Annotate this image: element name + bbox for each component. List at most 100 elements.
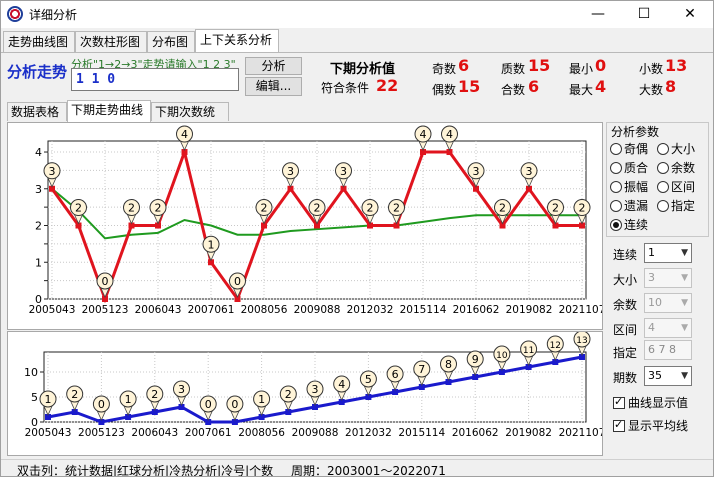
lianxu-select[interactable]: 1 ▼: [644, 243, 692, 263]
trend-label-bubble: [547, 199, 564, 217]
cumulative-chart-panel: 0 5 10 2005043 2005123 2006043 2007061 2008056 2…: [7, 330, 605, 456]
params-title: 分析参数: [610, 123, 661, 140]
cumulative-label-bubble: [39, 390, 57, 408]
trend-x-tick-label: 2021107: [559, 304, 602, 316]
trend-label-bubble: [388, 199, 405, 217]
analyze-button[interactable]: 分析: [245, 57, 302, 75]
stat-small-label: 小数: [639, 62, 664, 76]
radio-odd-even[interactable]: 奇偶: [610, 141, 648, 157]
radio-label: 连续: [624, 218, 649, 232]
qujian-select[interactable]: 4 ▼: [644, 318, 692, 338]
show-values-checkbox[interactable]: 曲线显示值: [613, 394, 688, 411]
tab-distribution[interactable]: 分布图: [147, 31, 195, 52]
radio-interval[interactable]: 区间: [657, 179, 695, 195]
cumulative-data-label: 10: [496, 351, 508, 361]
cumulative-label-bubble: [92, 395, 110, 413]
cumulative-label-bubble: [173, 380, 190, 398]
cumulative-y-tick-label: 0: [31, 416, 38, 429]
cumulative-point: [579, 354, 585, 360]
radio-big-small[interactable]: 大小: [657, 141, 695, 157]
cumulative-label-bubble: [306, 380, 324, 398]
subtab-next-count-stats[interactable]: 下期次数统计: [151, 102, 229, 137]
cumulative-x-tick-label: 2016062: [452, 427, 499, 439]
radio-specified[interactable]: 指定: [657, 198, 695, 214]
radio-remainder[interactable]: 余数: [657, 160, 695, 176]
tab-trend-chart[interactable]: 走势曲线图: [3, 31, 75, 52]
daxiao-select[interactable]: 3 ▼: [644, 268, 692, 288]
edit-button[interactable]: 编辑...: [245, 77, 302, 96]
trend-label-bubble: [43, 162, 61, 180]
trend-point: [49, 185, 55, 192]
close-button[interactable]: ✕: [684, 6, 696, 22]
trend-point: [367, 222, 373, 229]
cumulative-point: [231, 419, 238, 425]
cumulative-label-bubble: [66, 385, 84, 403]
cumulative-y-tick-label: 5: [31, 391, 38, 404]
match-value: 22: [376, 76, 399, 95]
trend-data-label: 4: [446, 128, 453, 141]
trend-label-bubble: [520, 162, 538, 180]
subtab-data-table[interactable]: 数据表格: [7, 102, 67, 121]
daxiao-label: 大小: [613, 273, 638, 287]
cumulative-label-bubble: [279, 385, 297, 403]
trend-label-bubble: [96, 272, 114, 290]
tab-relation-analysis[interactable]: 上下关系分析: [195, 29, 279, 53]
radio-dot: [657, 181, 669, 193]
trend-label-bubble: [123, 199, 140, 217]
cumulative-x-tick-label: 2021107: [559, 427, 602, 439]
chevron-down-icon: ▼: [681, 273, 688, 283]
trend-x-tick-label: 2019082: [506, 304, 553, 316]
qishu-select[interactable]: 35 ▼: [644, 366, 692, 386]
trend-x-tick-label: 2008056: [241, 304, 288, 316]
radio-label: 奇偶: [624, 142, 649, 156]
radio-amplitude[interactable]: 振幅: [610, 179, 648, 195]
chevron-down-icon: ▼: [681, 323, 688, 333]
trend-label-bubble: [494, 199, 511, 217]
cumulative-point: [525, 364, 532, 370]
cumulative-point: [98, 419, 105, 425]
trend-label-bubble: [414, 125, 432, 143]
cumulative-data-label: 6: [392, 368, 399, 381]
maximize-button[interactable]: ☐: [637, 6, 651, 22]
radio-label: 余数: [671, 161, 696, 175]
trend-data-label: 2: [393, 202, 400, 215]
subtab-next-trend-curve[interactable]: 下期走势曲线: [67, 100, 151, 122]
cumulative-data-label: 2: [71, 388, 78, 401]
stat-min-value: 0: [595, 56, 607, 75]
trend-label-bubble: [176, 125, 193, 143]
stat-odd-label: 奇数: [432, 62, 457, 76]
cumulative-label-bubble: [359, 370, 377, 388]
chevron-down-icon: ▼: [681, 298, 688, 308]
cumulative-data-label: 11: [523, 346, 534, 356]
trend-data-label: 4: [420, 128, 427, 141]
radio-label: 区间: [671, 180, 696, 194]
trend-chart-panel: 0 1 2 3 4 2005043 2005123 2006043 2007061 2008056…: [7, 122, 605, 330]
radio-label: 指定: [671, 199, 696, 213]
trend-data-label: 4: [181, 128, 188, 141]
cumulative-x-tick-label: 2007061: [185, 427, 232, 439]
trend-x-tick-label: 2005043: [29, 304, 76, 316]
tab-count-bar-chart[interactable]: 次数柱形图: [75, 31, 147, 52]
minimize-button[interactable]: —: [591, 6, 605, 22]
trend-label-bubble: [149, 199, 167, 217]
trend-point: [234, 296, 241, 302]
trend-label-bubble: [70, 199, 87, 217]
cumulative-point: [205, 419, 212, 425]
radio-consecutive[interactable]: 连续: [610, 217, 648, 233]
show-average-checkbox[interactable]: 显示平均线: [613, 417, 688, 434]
cumulative-point: [258, 414, 265, 420]
trend-label-bubble: [308, 199, 326, 217]
trend-point: [75, 222, 82, 229]
trend-sequence-input[interactable]: 1 1 0: [71, 68, 239, 91]
checkbox-checked-icon: [613, 418, 625, 432]
trend-x-tick-label: 2005123: [82, 304, 129, 316]
radio-dot: [657, 200, 669, 212]
trend-point: [420, 149, 426, 156]
trend-label-bubble: [573, 199, 591, 217]
trend-data-label: 2: [579, 202, 586, 215]
yushu-select[interactable]: 10 ▼: [644, 293, 692, 313]
radio-prime-composite[interactable]: 质合: [610, 160, 648, 176]
radio-missing[interactable]: 遗漏: [610, 198, 648, 214]
zhiding-input[interactable]: 6 7 8: [644, 340, 692, 360]
cumulative-point: [125, 414, 132, 420]
